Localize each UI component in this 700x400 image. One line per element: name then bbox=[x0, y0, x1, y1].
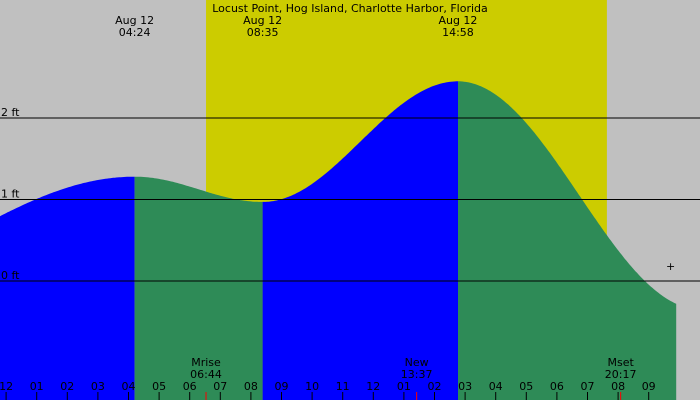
moon-event-time: 13:37 bbox=[401, 368, 433, 381]
x-tick-label: 08 bbox=[244, 380, 258, 393]
x-tick-label: 08 bbox=[611, 380, 625, 393]
tide-event-date: Aug 12 bbox=[115, 14, 154, 27]
x-axis: 1120102030405060708091011120102030405060… bbox=[0, 380, 656, 400]
x-tick-label: 09 bbox=[642, 380, 656, 393]
x-tick-label: 02 bbox=[60, 380, 74, 393]
x-tick-label: 01 bbox=[30, 380, 44, 393]
moon-event-time: 06:44 bbox=[190, 368, 222, 381]
x-tick-label: 04 bbox=[122, 380, 136, 393]
moon-event-label: Mrise bbox=[191, 356, 221, 369]
tide-event-time: 08:35 bbox=[247, 26, 279, 39]
x-tick-label: 03 bbox=[91, 380, 105, 393]
chart-title: Locust Point, Hog Island, Charlotte Harb… bbox=[212, 2, 488, 15]
x-tick-label: 10 bbox=[305, 380, 319, 393]
tide-event-date: Aug 12 bbox=[243, 14, 282, 27]
moon-event-label: New bbox=[405, 356, 429, 369]
x-tick-label: 06 bbox=[550, 380, 564, 393]
y-tick-label: 1 ft bbox=[1, 188, 20, 201]
moon-event-label: Mset bbox=[607, 356, 634, 369]
x-tick-label: 09 bbox=[275, 380, 289, 393]
falling-tide-area bbox=[458, 81, 677, 400]
x-tick-label: 06 bbox=[183, 380, 197, 393]
x-tick-label: 01 bbox=[397, 380, 411, 393]
x-tick-label: 05 bbox=[152, 380, 166, 393]
x-tick-label: 07 bbox=[213, 380, 227, 393]
y-tick-label: 0 ft bbox=[1, 269, 20, 282]
tide-event-time: 04:24 bbox=[119, 26, 151, 39]
y-grid: 0 ft 1 ft 2 ft + bbox=[0, 106, 700, 282]
rising-tide-area bbox=[262, 81, 458, 400]
y-tick-label: 2 ft bbox=[1, 106, 20, 119]
x-tick-label: 07 bbox=[581, 380, 595, 393]
plus-marker: + bbox=[666, 260, 675, 273]
x-tick-label: 12 bbox=[0, 380, 13, 393]
x-tick-label: 11 bbox=[336, 380, 350, 393]
x-tick-label: 03 bbox=[458, 380, 472, 393]
rising-tide-area bbox=[0, 176, 135, 400]
x-tick-label: 04 bbox=[489, 380, 503, 393]
moon-event-time: 20:17 bbox=[605, 368, 637, 381]
x-tick-label: 02 bbox=[428, 380, 442, 393]
tide-event-date: Aug 12 bbox=[438, 14, 477, 27]
falling-tide-area bbox=[134, 176, 263, 400]
tide-areas bbox=[0, 81, 677, 400]
tide-event-time: 14:58 bbox=[442, 26, 474, 39]
x-tick-label: 05 bbox=[519, 380, 533, 393]
x-tick-label: 12 bbox=[366, 380, 380, 393]
